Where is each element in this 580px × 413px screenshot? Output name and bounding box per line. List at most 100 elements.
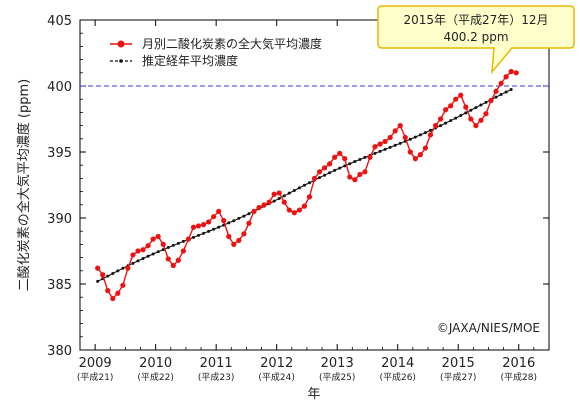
x-era-label: (平成27) xyxy=(440,371,476,383)
trend-point xyxy=(202,231,206,235)
monthly-point xyxy=(256,204,262,211)
trend-point xyxy=(166,245,170,249)
monthly-point xyxy=(145,243,151,249)
trend-point xyxy=(106,274,110,278)
monthly-point xyxy=(377,141,383,147)
monthly-point xyxy=(468,116,474,122)
monthly-point xyxy=(316,169,323,175)
monthly-point xyxy=(311,175,318,181)
monthly-series xyxy=(95,68,519,302)
trend-point xyxy=(141,257,145,261)
monthly-point xyxy=(221,218,227,224)
monthly-point xyxy=(458,92,464,98)
trend-point xyxy=(171,243,175,247)
legend-monthly-label: 月別二酸化炭素の全大気平均濃度 xyxy=(142,36,322,51)
monthly-point xyxy=(165,256,171,262)
monthly-point xyxy=(448,103,454,109)
trend-point xyxy=(333,168,337,172)
trend-point xyxy=(423,131,427,135)
x-tick-label: 2009 xyxy=(79,356,112,371)
monthly-point xyxy=(473,123,479,129)
callout-line2: 400.2 ppm xyxy=(443,30,508,44)
monthly-point xyxy=(115,290,121,296)
monthly-point xyxy=(155,233,161,240)
trend-point xyxy=(328,171,332,175)
monthly-point xyxy=(412,156,418,162)
trend-point xyxy=(363,155,367,159)
trend-point xyxy=(232,219,236,223)
trend-point xyxy=(343,164,347,168)
monthly-point xyxy=(261,202,267,208)
trend-point xyxy=(197,233,201,237)
trend-point xyxy=(247,212,251,216)
trend-point xyxy=(292,189,296,193)
trend-point xyxy=(459,114,463,118)
callout-line1: 2015年（平成27年）12月 xyxy=(403,13,548,27)
monthly-point xyxy=(337,150,343,156)
monthly-point xyxy=(342,156,348,162)
x-era-label: (平成24) xyxy=(258,371,294,383)
legend: 月別二酸化炭素の全大気平均濃度 推定経年平均濃度 xyxy=(110,36,322,68)
monthly-point xyxy=(437,116,444,122)
trend-point xyxy=(499,93,503,97)
trend-point xyxy=(191,235,195,239)
monthly-point xyxy=(170,262,176,269)
monthly-point xyxy=(140,247,146,253)
trend-series xyxy=(96,88,513,283)
monthly-point xyxy=(493,88,499,94)
monthly-point xyxy=(397,123,403,129)
trend-point xyxy=(227,221,231,225)
y-tick-label: 385 xyxy=(47,278,72,293)
trend-point xyxy=(373,151,377,155)
trend-point xyxy=(111,271,115,275)
monthly-point xyxy=(190,224,197,230)
monthly-point xyxy=(216,208,222,214)
monthly-point xyxy=(347,174,353,180)
monthly-point xyxy=(402,134,408,141)
x-tick-label: 2016 xyxy=(502,356,535,371)
trend-point xyxy=(408,137,412,141)
trend-point xyxy=(307,181,311,185)
monthly-point xyxy=(382,138,388,145)
trend-point xyxy=(217,225,221,229)
trend-point xyxy=(378,149,382,153)
monthly-point xyxy=(150,236,156,242)
trend-point xyxy=(393,143,397,147)
monthly-point xyxy=(483,111,489,117)
monthly-point xyxy=(463,104,469,110)
trend-point xyxy=(282,194,286,198)
trend-point xyxy=(212,227,216,231)
monthly-point xyxy=(427,132,434,138)
monthly-point xyxy=(120,282,126,288)
monthly-point xyxy=(231,241,237,247)
monthly-point xyxy=(180,248,186,254)
monthly-point xyxy=(306,194,313,200)
trend-point xyxy=(242,214,246,218)
monthly-point xyxy=(498,80,504,86)
callout-box xyxy=(377,5,575,75)
monthly-point xyxy=(508,68,514,75)
trend-point xyxy=(474,106,478,110)
y-tick-label: 405 xyxy=(47,14,72,29)
monthly-point xyxy=(125,265,131,271)
monthly-point xyxy=(100,272,106,278)
trend-point xyxy=(398,141,402,145)
trend-point xyxy=(388,145,392,149)
monthly-point xyxy=(327,161,333,167)
monthly-point xyxy=(200,222,207,228)
monthly-point xyxy=(296,207,302,213)
monthly-point xyxy=(372,144,378,150)
monthly-point xyxy=(367,154,373,160)
x-tick-label: 2015 xyxy=(442,356,475,371)
callout: 2015年（平成27年）12月 400.2 ppm xyxy=(377,5,575,75)
monthly-point xyxy=(357,171,363,178)
x-era-label: (平成25) xyxy=(319,371,355,383)
y-tick-label: 380 xyxy=(47,344,72,359)
monthly-point xyxy=(286,207,292,213)
trend-point xyxy=(449,119,453,123)
y-axis-ticks: 380 385 390 395 400 405 xyxy=(47,14,549,359)
monthly-point xyxy=(160,241,166,247)
trend-point xyxy=(151,252,155,256)
monthly-point xyxy=(503,74,509,80)
